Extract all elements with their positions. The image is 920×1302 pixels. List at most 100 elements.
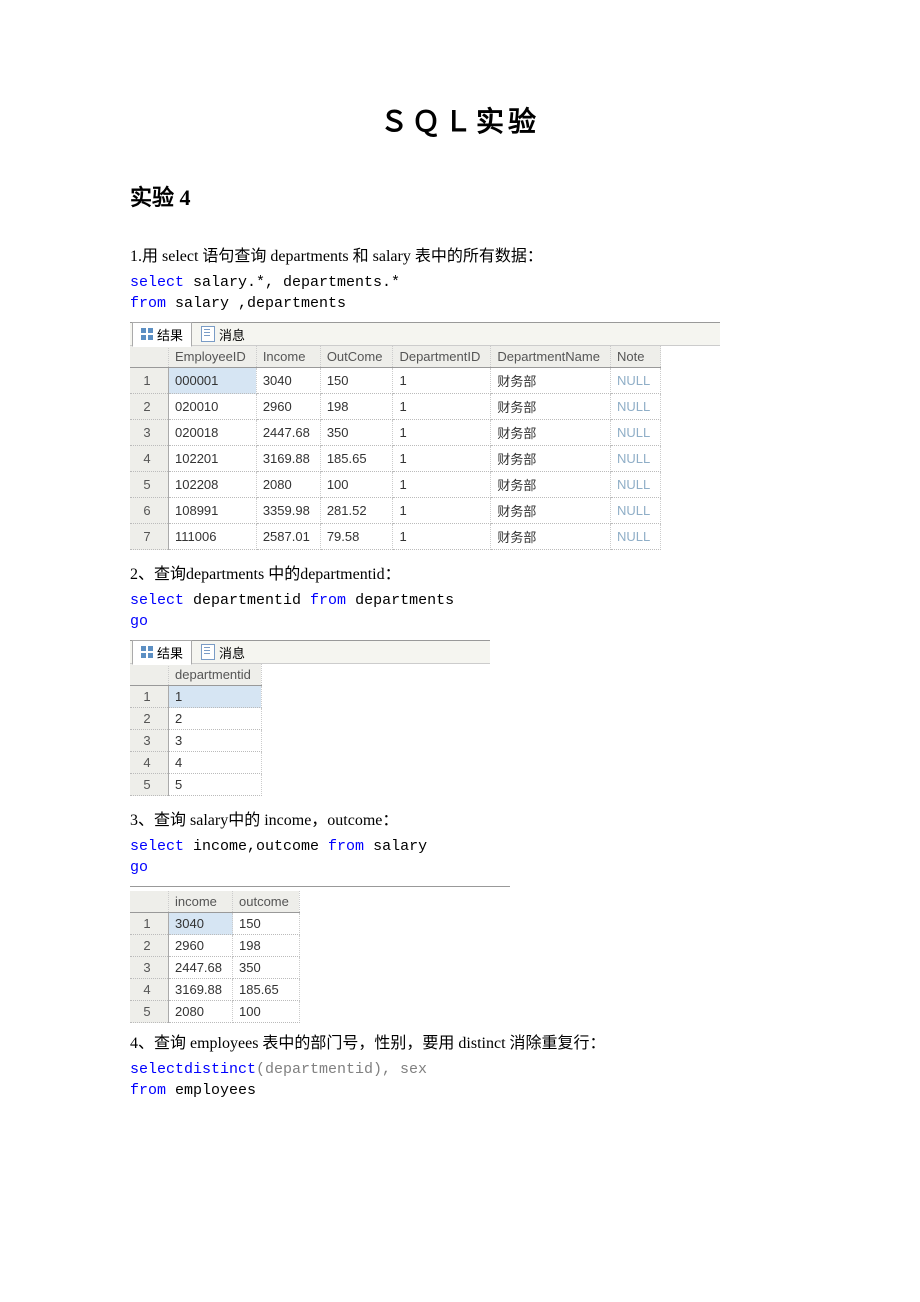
cell: 3169.88	[256, 446, 320, 472]
cell: 1	[393, 420, 491, 446]
cell: 2080	[256, 472, 320, 498]
table-row: 61089913359.98281.521财务部NULL	[130, 498, 661, 524]
tab-results[interactable]: 结果	[132, 322, 192, 347]
col-header: income	[169, 891, 233, 913]
row-number: 3	[130, 957, 169, 979]
row-number: 2	[130, 935, 169, 957]
code-text: departmentid	[184, 592, 310, 609]
cell: NULL	[610, 472, 660, 498]
q3-prompt: 3、查询 salary中的 income，outcome：	[130, 806, 790, 830]
kw-from: from	[328, 838, 364, 855]
table-row: 41022013169.88185.651财务部NULL	[130, 446, 661, 472]
tab-label: 结果	[157, 325, 183, 344]
kw-go: go	[130, 613, 148, 630]
row-number: 2	[130, 708, 169, 730]
row-number: 3	[130, 420, 169, 446]
tabs: 结果 消息	[130, 641, 490, 664]
cell: 2587.01	[256, 524, 320, 550]
page-title: ＳＱＬ实验	[130, 100, 790, 140]
cell: 1	[169, 686, 262, 708]
tab-label: 消息	[219, 325, 245, 344]
kw-select: select	[130, 838, 184, 855]
cell: 3	[169, 730, 262, 752]
cell: 198	[233, 935, 300, 957]
grid-icon	[141, 646, 153, 658]
section-heading: 实验 4	[130, 180, 790, 212]
q2-prompt: 2、查询departments 中的departmentid：	[130, 560, 790, 584]
row-number: 5	[130, 472, 169, 498]
results-panel-1: 结果 消息 EmployeeIDIncomeOutComeDepartmentI…	[130, 322, 720, 550]
col-header: DepartmentName	[491, 346, 611, 368]
results-table-1: EmployeeIDIncomeOutComeDepartmentIDDepar…	[130, 346, 661, 550]
grid-icon	[141, 328, 153, 340]
cell: 79.58	[320, 524, 393, 550]
cell: 3040	[169, 913, 233, 935]
table-row: 22	[130, 708, 261, 730]
cell: 财务部	[491, 472, 611, 498]
cell: 财务部	[491, 524, 611, 550]
q2-code: select departmentid from departments go	[130, 590, 790, 632]
q1-code: select salary.*, departments.* from sala…	[130, 272, 790, 314]
cell: 1	[393, 472, 491, 498]
row-number: 2	[130, 394, 169, 420]
cell: 000001	[169, 368, 257, 394]
table-row: 202001029601981财务部NULL	[130, 394, 661, 420]
cell: 350	[233, 957, 300, 979]
table-row: 510220820801001财务部NULL	[130, 472, 661, 498]
cell: 3040	[256, 368, 320, 394]
cell: 1	[393, 498, 491, 524]
col-header: Note	[610, 346, 660, 368]
cell: 108991	[169, 498, 257, 524]
row-number: 5	[130, 774, 169, 796]
table-row: 22960198	[130, 935, 299, 957]
table-row: 71110062587.0179.581财务部NULL	[130, 524, 661, 550]
cell: 2080	[169, 1001, 233, 1023]
cell: NULL	[610, 446, 660, 472]
tab-results[interactable]: 结果	[132, 640, 192, 665]
cell: 100	[233, 1001, 300, 1023]
row-number: 6	[130, 498, 169, 524]
code-text: salary ,departments	[166, 295, 346, 312]
col-header: departmentid	[169, 664, 262, 686]
cell: 100	[320, 472, 393, 498]
col-header: Income	[256, 346, 320, 368]
cell: 150	[320, 368, 393, 394]
cell: 2960	[256, 394, 320, 420]
kw-select: select	[130, 274, 184, 291]
document-icon	[201, 644, 215, 660]
code-text: departments	[346, 592, 454, 609]
cell: 150	[233, 913, 300, 935]
col-header: OutCome	[320, 346, 393, 368]
col-header: EmployeeID	[169, 346, 257, 368]
results-table-3: incomeoutcome130401502296019832447.68350…	[130, 891, 300, 1023]
code-text: income,outcome	[184, 838, 328, 855]
col-header: outcome	[233, 891, 300, 913]
row-number: 3	[130, 730, 169, 752]
cell: NULL	[610, 524, 660, 550]
cell: 102201	[169, 446, 257, 472]
results-panel-2: 结果 消息 departmentid1122334455	[130, 640, 490, 796]
cell: 3359.98	[256, 498, 320, 524]
cell: 财务部	[491, 446, 611, 472]
code-text: salary	[364, 838, 427, 855]
q4-code: selectdistinct(departmentid), sex from e…	[130, 1059, 790, 1101]
cell: 350	[320, 420, 393, 446]
cell: 1	[393, 446, 491, 472]
table-row: 11	[130, 686, 261, 708]
cell: 020018	[169, 420, 257, 446]
tab-messages[interactable]: 消息	[192, 640, 254, 665]
kw-select: select	[130, 1061, 184, 1078]
cell: 2960	[169, 935, 233, 957]
cell: 4	[169, 752, 262, 774]
table-row: 30200182447.683501财务部NULL	[130, 420, 661, 446]
cell: 185.65	[233, 979, 300, 1001]
results-panel-3: incomeoutcome130401502296019832447.68350…	[130, 886, 510, 1023]
tab-messages[interactable]: 消息	[192, 322, 254, 347]
row-number: 1	[130, 913, 169, 935]
table-row: 43169.88185.65	[130, 979, 299, 1001]
row-number: 4	[130, 446, 169, 472]
cell: NULL	[610, 368, 660, 394]
table-row: 13040150	[130, 913, 299, 935]
kw-from: from	[130, 295, 166, 312]
cell: 2447.68	[256, 420, 320, 446]
